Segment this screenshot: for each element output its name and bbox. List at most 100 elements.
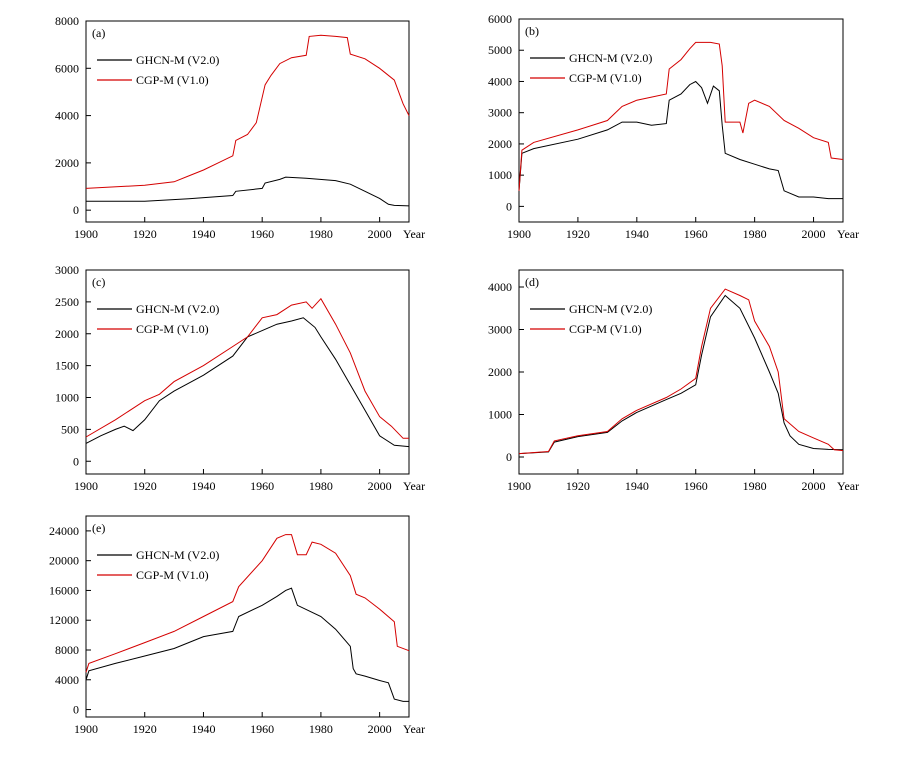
y-tick-label: 8000 xyxy=(55,643,79,657)
y-tick-label: 1000 xyxy=(488,408,512,422)
x-tick-label: 1940 xyxy=(191,227,215,241)
chart-panel: 1900 1920 1940 1960 1980 2000 Year 0 2000 4000 600… xyxy=(55,14,425,241)
x-tick-label: 1920 xyxy=(133,722,157,736)
y-tick-label: 8000 xyxy=(55,14,79,28)
plot-frame xyxy=(518,18,844,223)
legend-label: CGP-M (V1.0) xyxy=(569,322,642,336)
y-tick-label: 1500 xyxy=(55,359,79,373)
x-tick-label: 1980 xyxy=(309,722,333,736)
x-tick-label: 1940 xyxy=(191,479,215,493)
legend-label: CGP-M (V1.0) xyxy=(136,568,209,582)
y-tick-label: 24000 xyxy=(49,524,79,538)
chart-panel: 1900 1920 1940 1960 1980 2000 Year 0 1000 2000 300… xyxy=(488,12,859,241)
y-tick-label: 0 xyxy=(73,454,79,468)
x-axis-unit-label: Year xyxy=(403,722,425,736)
y-tick-label: 16000 xyxy=(49,583,79,597)
panel-label: (c) xyxy=(92,275,105,289)
y-tick-label: 4000 xyxy=(488,74,512,88)
y-tick-label: 5000 xyxy=(488,43,512,57)
legend-label: CGP-M (V1.0) xyxy=(136,322,209,336)
x-tick-label: 1980 xyxy=(743,227,767,241)
chart-panel: 1900 1920 1940 1960 1980 2000 Year 0 500 1000 1500… xyxy=(55,263,425,493)
y-tick-label: 3000 xyxy=(55,263,79,277)
x-tick-label: 1960 xyxy=(684,227,708,241)
x-tick-label: 1960 xyxy=(250,227,274,241)
y-tick-label: 500 xyxy=(61,422,79,436)
x-tick-label: 1920 xyxy=(566,227,590,241)
plot-frame xyxy=(518,269,844,475)
x-tick-label: 1940 xyxy=(191,722,215,736)
x-tick-label: 2000 xyxy=(368,227,392,241)
x-tick-label: 1900 xyxy=(507,227,531,241)
x-axis-unit-label: Year xyxy=(403,479,425,493)
y-tick-label: 1000 xyxy=(488,168,512,182)
legend-label: GHCN-M (V2.0) xyxy=(136,302,219,316)
y-tick-label: 0 xyxy=(73,703,79,717)
series-cgp-line xyxy=(518,41,844,191)
y-tick-label: 2000 xyxy=(55,156,79,170)
x-axis-unit-label: Year xyxy=(837,227,859,241)
y-tick-label: 4000 xyxy=(55,109,79,123)
y-tick-label: 3000 xyxy=(488,106,512,120)
series-ghcn-line xyxy=(85,587,409,702)
x-tick-label: 1940 xyxy=(625,479,649,493)
y-tick-label: 0 xyxy=(506,450,512,464)
plot-frame xyxy=(85,269,410,475)
plot-frame xyxy=(85,20,410,223)
x-tick-label: 1920 xyxy=(133,227,157,241)
series-cgp-line xyxy=(85,534,410,673)
series-ghcn-line xyxy=(85,317,410,448)
y-tick-label: 6000 xyxy=(488,12,512,26)
x-tick-label: 1920 xyxy=(133,479,157,493)
chart-panel: 1900 1920 1940 1960 1980 2000 Year 0 1000 2000 300… xyxy=(488,269,859,493)
chart-panel: 1900 1920 1940 1960 1980 2000 Year 0 4000 8000 120… xyxy=(49,515,425,736)
x-tick-label: 2000 xyxy=(368,479,392,493)
x-tick-label: 1900 xyxy=(74,479,98,493)
y-tick-label: 2000 xyxy=(55,327,79,341)
x-tick-label: 1980 xyxy=(309,227,333,241)
x-tick-label: 2000 xyxy=(368,722,392,736)
x-tick-label: 1960 xyxy=(250,722,274,736)
y-tick-label: 1000 xyxy=(55,391,79,405)
panel-label: (d) xyxy=(525,275,539,289)
series-ghcn-line xyxy=(518,294,844,455)
legend-label: CGP-M (V1.0) xyxy=(569,71,642,85)
x-tick-label: 1980 xyxy=(743,479,767,493)
legend-label: CGP-M (V1.0) xyxy=(136,73,209,87)
panel-label: (e) xyxy=(92,521,105,535)
x-tick-label: 1960 xyxy=(684,479,708,493)
legend-label: GHCN-M (V2.0) xyxy=(569,302,652,316)
panel-label: (b) xyxy=(525,24,539,38)
x-axis-unit-label: Year xyxy=(403,227,425,241)
y-tick-label: 0 xyxy=(506,199,512,213)
y-tick-label: 12000 xyxy=(49,613,79,627)
series-cgp-line xyxy=(518,288,844,455)
series-cgp-line xyxy=(85,34,410,189)
x-tick-label: 2000 xyxy=(802,479,826,493)
x-tick-label: 1900 xyxy=(507,479,531,493)
y-tick-label: 2000 xyxy=(488,137,512,151)
legend-label: GHCN-M (V2.0) xyxy=(136,548,219,562)
y-tick-label: 6000 xyxy=(55,61,79,75)
plot-frame xyxy=(85,515,410,718)
x-tick-label: 1900 xyxy=(74,722,98,736)
x-tick-label: 1940 xyxy=(625,227,649,241)
y-tick-label: 20000 xyxy=(49,554,79,568)
y-tick-label: 2000 xyxy=(488,365,512,379)
panel-label: (a) xyxy=(92,26,105,40)
legend-label: GHCN-M (V2.0) xyxy=(136,53,219,67)
series-ghcn-line xyxy=(86,176,410,207)
x-tick-label: 1900 xyxy=(74,227,98,241)
y-tick-label: 3000 xyxy=(488,323,512,337)
y-tick-label: 4000 xyxy=(488,280,512,294)
x-axis-unit-label: Year xyxy=(837,479,859,493)
series-cgp-line xyxy=(85,297,409,439)
x-tick-label: 1980 xyxy=(309,479,333,493)
y-tick-label: 2500 xyxy=(55,295,79,309)
x-tick-label: 2000 xyxy=(802,227,826,241)
y-tick-label: 0 xyxy=(73,203,79,217)
legend-label: GHCN-M (V2.0) xyxy=(569,51,652,65)
x-tick-label: 1920 xyxy=(566,479,590,493)
x-tick-label: 1960 xyxy=(250,479,274,493)
